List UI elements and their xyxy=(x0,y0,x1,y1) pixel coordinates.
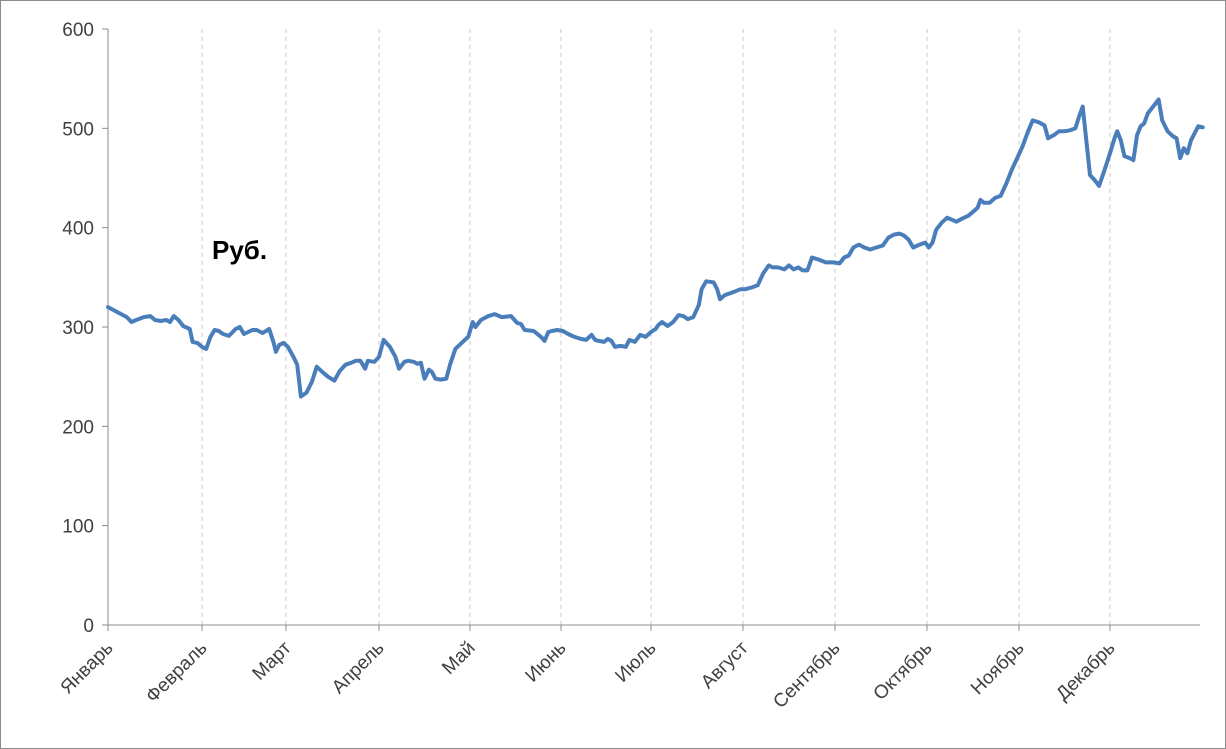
y-tick-label-0: 0 xyxy=(83,616,94,637)
x-tick-label-3: Апрель xyxy=(328,638,388,698)
series-layer xyxy=(106,97,1205,399)
y-tick-label-1: 100 xyxy=(62,517,94,538)
x-tick-label-5: Июнь xyxy=(522,638,571,687)
y-tick-label-6: 600 xyxy=(62,20,94,41)
y-tick-label-3: 300 xyxy=(62,318,94,339)
x-tick-label-11: Декабрь xyxy=(1052,638,1119,705)
x-tick-label-1: Февраль xyxy=(142,638,212,708)
y-tick-labels: 0 100 200 300 400 500 600 xyxy=(62,20,94,637)
unit-label: Руб. xyxy=(212,235,267,265)
series-line-0 xyxy=(106,97,1205,399)
vertical-gridlines xyxy=(201,29,1111,625)
x-tick-label-8: Сентябрь xyxy=(769,638,844,713)
y-tick-label-4: 400 xyxy=(62,219,94,240)
y-tick-label-2: 200 xyxy=(62,417,94,438)
x-tick-label-0: Январь xyxy=(57,638,118,699)
x-tick-label-9: Октябрь xyxy=(870,638,937,705)
x-tick-labels: Январь Февраль Март Апрель Май Июнь Июль Август… xyxy=(57,637,1120,712)
x-tick-label-4: Май xyxy=(438,638,479,679)
x-tick-label-6: Июль xyxy=(611,638,660,687)
y-tick-label-5: 500 xyxy=(62,119,94,140)
axes xyxy=(102,28,1200,631)
x-tick-label-2: Март xyxy=(249,637,296,684)
x-tick-label-7: Август xyxy=(697,637,752,692)
x-tick-label-10: Ноябрь xyxy=(967,638,1029,700)
